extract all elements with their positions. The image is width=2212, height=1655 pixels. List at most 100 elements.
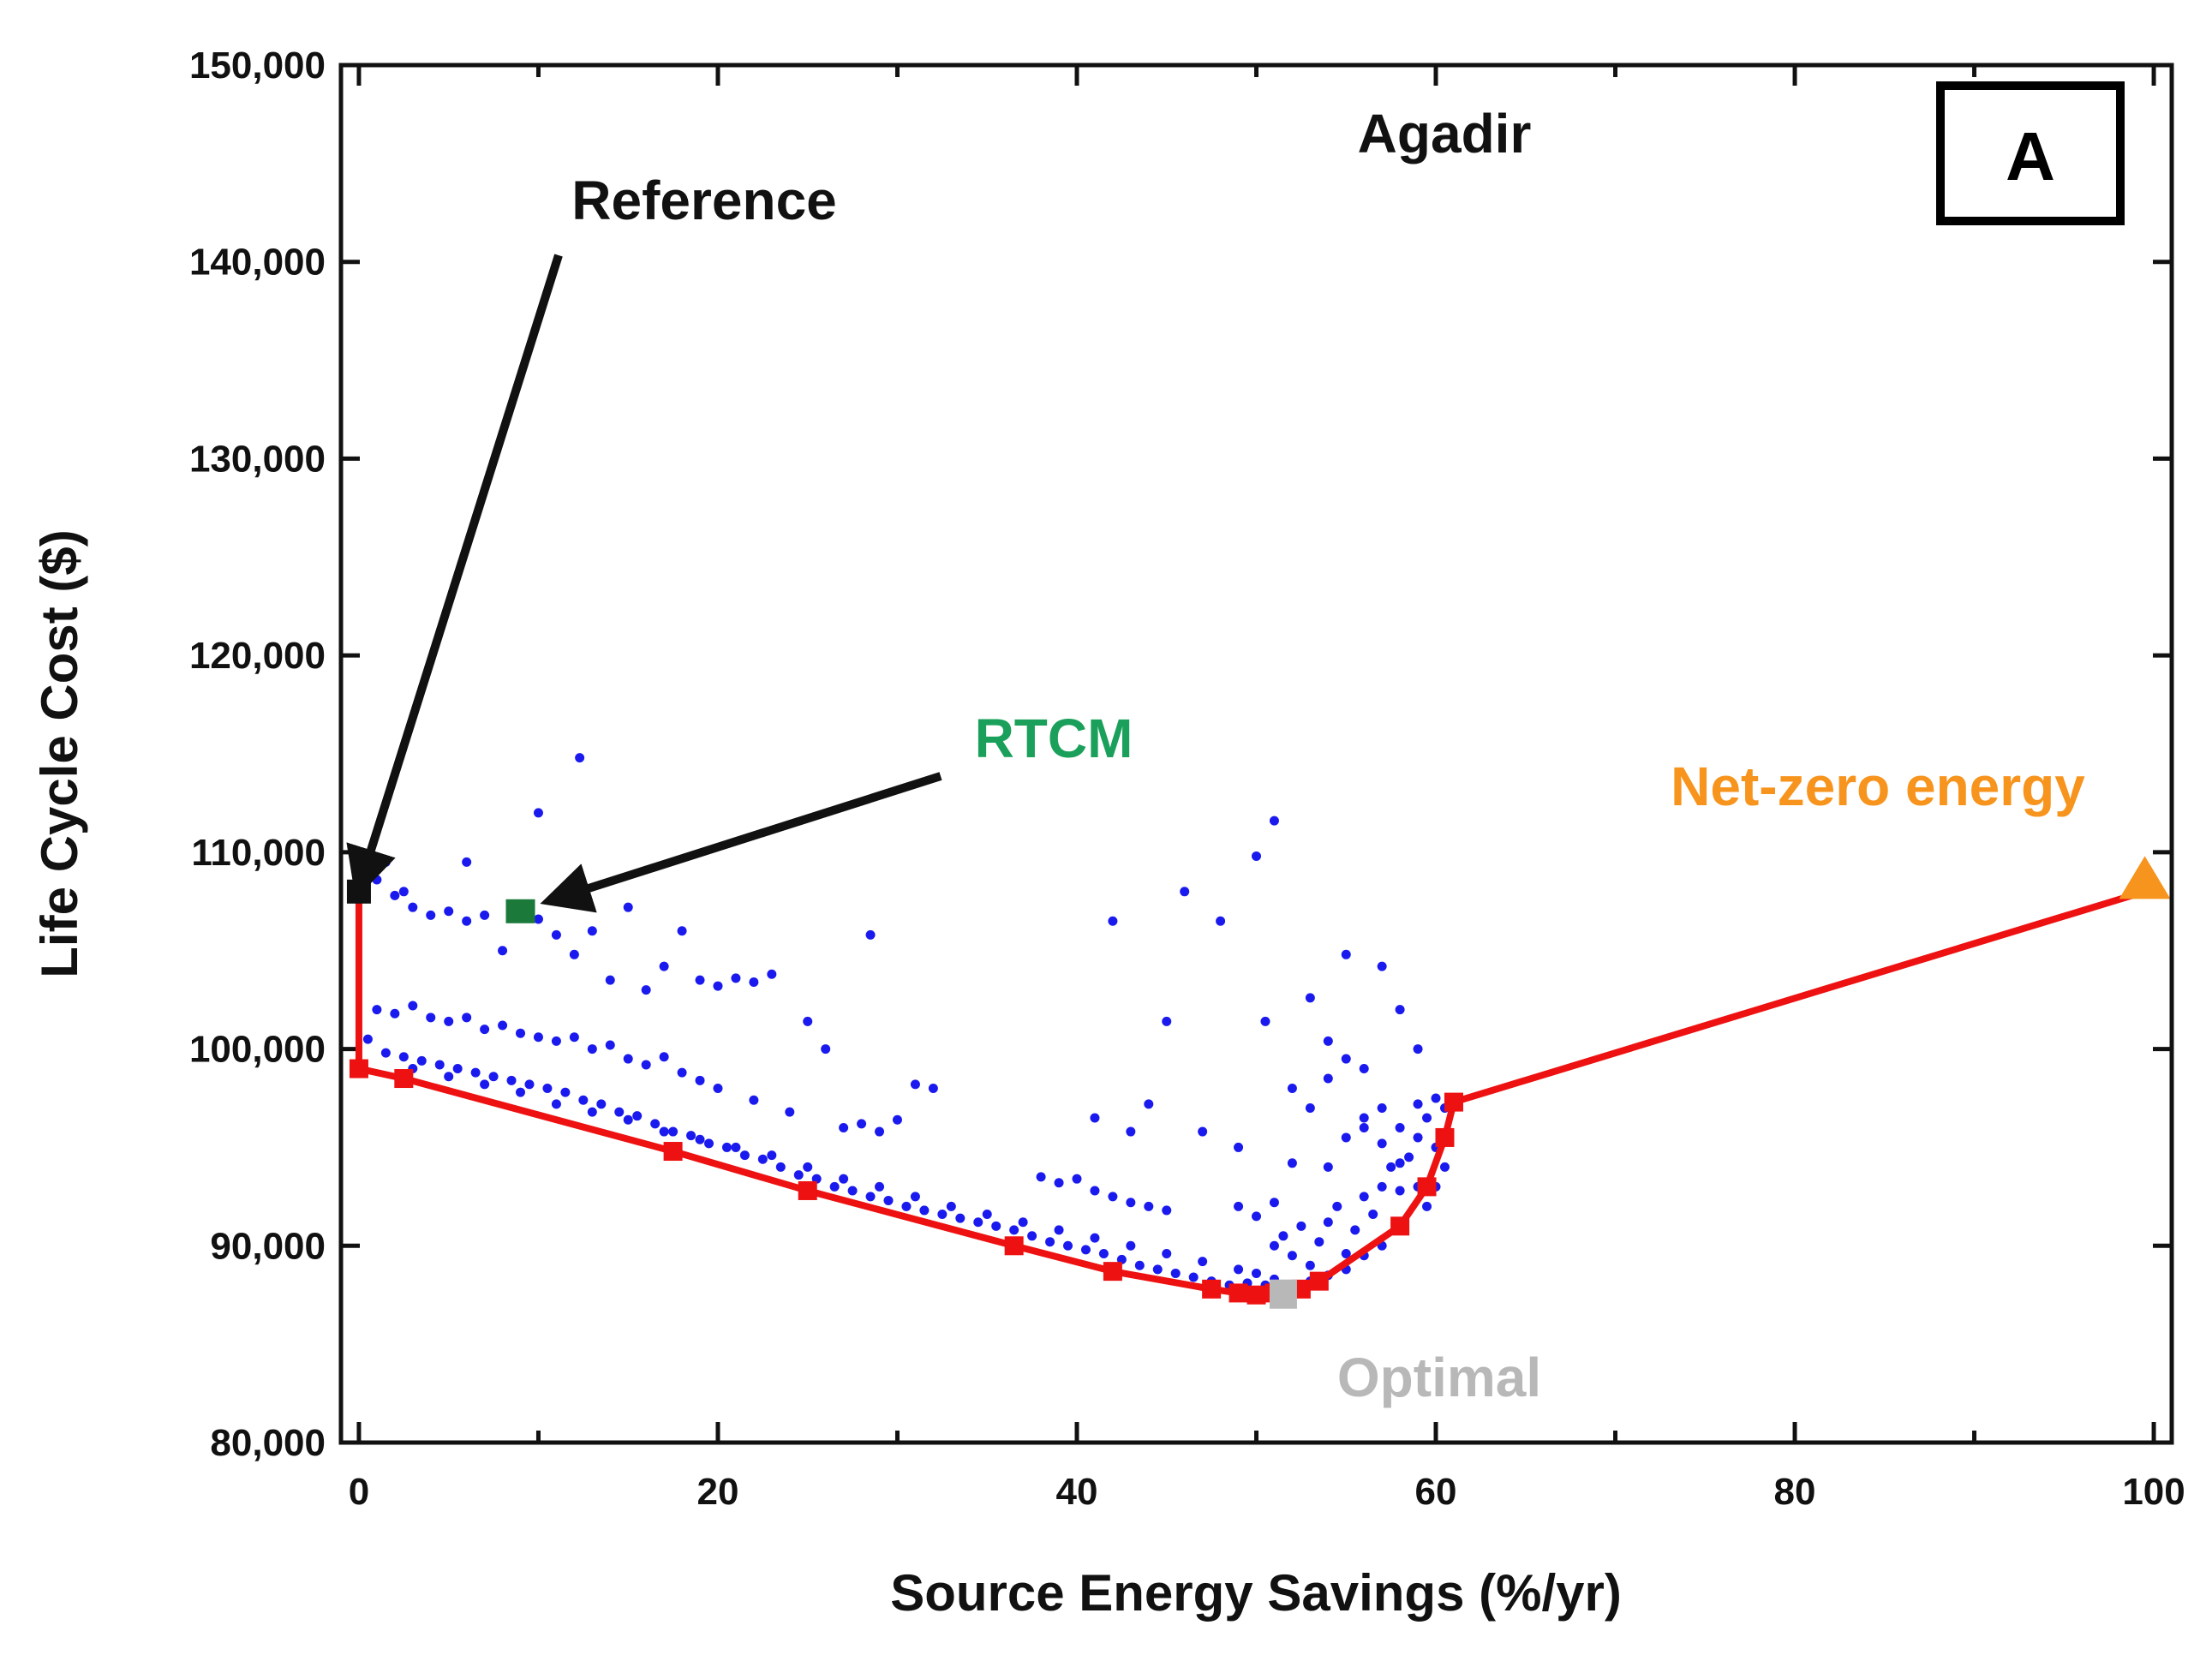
chart-title: Agadir [1358, 103, 1532, 164]
scatter-point [578, 1095, 589, 1105]
scatter-point [426, 1013, 436, 1023]
scatter-point [982, 1210, 992, 1220]
scatter-point [1144, 1201, 1154, 1211]
scatter-point [551, 1099, 561, 1109]
scatter-point [1009, 1225, 1019, 1235]
scatter-point [1350, 1225, 1360, 1235]
scatter-point [883, 1195, 894, 1205]
scatter-point [659, 1126, 669, 1137]
scatter-point [605, 975, 615, 985]
panel-label: A [2006, 118, 2055, 194]
scatter-point [892, 1114, 902, 1125]
scatter-point [713, 981, 723, 991]
scatter-point [480, 910, 490, 920]
x-tick-label: 0 [349, 1471, 369, 1513]
scatter-point [1422, 1113, 1432, 1123]
scatter-point [695, 1075, 705, 1085]
scatter-point [1027, 1231, 1037, 1241]
scatter-point [1269, 1198, 1279, 1208]
scatter-point [695, 975, 705, 985]
scatter-point [1080, 1245, 1091, 1255]
scatter-point [1395, 1005, 1405, 1015]
scatter-point [857, 1119, 867, 1129]
scatter-point [919, 1205, 930, 1216]
x-ticks: 0 20 40 60 80 100 [349, 65, 2185, 1513]
scatter-point [362, 1034, 373, 1044]
scatter-point [793, 1170, 804, 1180]
scatter-point [767, 1150, 777, 1161]
scatter-point [1090, 1233, 1100, 1243]
netzero-marker [2119, 856, 2171, 899]
pareto-front-point [1103, 1262, 1122, 1282]
y-tick-label: 120,000 [189, 635, 326, 677]
scatter-point [677, 926, 687, 936]
y-tick-label: 130,000 [189, 438, 326, 480]
reference-label: Reference [571, 170, 837, 231]
scatter-point [847, 1186, 858, 1196]
scatter-point [1260, 1016, 1270, 1026]
scatter-point [542, 1084, 553, 1094]
scatter-point [695, 1134, 705, 1144]
pareto-front-point [1309, 1271, 1329, 1291]
pareto-front-point [1435, 1127, 1455, 1147]
scatter-point [1431, 1093, 1441, 1103]
scatter-point [1314, 1237, 1324, 1247]
scatter-point [1359, 1192, 1369, 1202]
scatter-point [1386, 1162, 1396, 1172]
scatter-point [1180, 887, 1190, 897]
scatter-point [1072, 1174, 1082, 1184]
scatter-point [524, 1079, 535, 1090]
scatter-point [470, 1067, 481, 1078]
scatter-point [1359, 1064, 1369, 1074]
scatter-point [587, 1044, 597, 1055]
scatter-point [426, 910, 436, 920]
scatter-point [444, 1016, 454, 1026]
scatter-point [677, 1067, 687, 1078]
scatter-point [632, 1111, 643, 1121]
y-tick-label: 100,000 [189, 1029, 326, 1071]
scatter-point [587, 1107, 597, 1117]
x-tick-label: 40 [1056, 1471, 1098, 1513]
scatter-point [946, 1201, 956, 1211]
pareto-front-point [349, 1059, 368, 1078]
scatter-point [1377, 1181, 1387, 1192]
rtcm-label: RTCM [975, 708, 1133, 769]
scatter-point [1332, 1201, 1342, 1211]
pareto-front-point [1202, 1279, 1222, 1299]
scatter-point [1341, 1054, 1351, 1064]
scatter-point [937, 1210, 948, 1220]
scatter-point [1422, 1201, 1432, 1211]
scatter-point [1377, 961, 1387, 971]
scatter-point [731, 1142, 741, 1152]
scatter-point [1287, 1084, 1297, 1094]
scatter-point [1054, 1178, 1064, 1188]
scatter-point [1162, 1248, 1172, 1258]
scatter-point [1252, 1211, 1261, 1222]
plot-frame [338, 63, 2174, 1445]
scatter-point [821, 1044, 831, 1055]
pareto-front-point [1444, 1092, 1463, 1112]
scatter-point [1296, 1221, 1306, 1231]
scatter-point [516, 1028, 526, 1038]
scatter-point [560, 1087, 571, 1097]
scatter-point [713, 1084, 723, 1094]
scatter-point [1305, 993, 1315, 1003]
scatter-point [1234, 1264, 1244, 1275]
scatter-point [390, 890, 400, 900]
scatter-point [749, 1095, 759, 1105]
scatter-point [686, 1131, 696, 1141]
scatter-point [605, 1040, 615, 1050]
scatter-point [462, 1013, 472, 1023]
scatter-point [757, 1154, 768, 1164]
scatter-point [650, 1119, 661, 1129]
scatter-point [614, 1107, 625, 1117]
scatter-point [839, 1174, 849, 1184]
scatter-point [1323, 1073, 1333, 1084]
scatter-point [1126, 1198, 1136, 1208]
y-tick-label: 90,000 [210, 1225, 326, 1267]
scatter-point [533, 1032, 543, 1043]
scatter-point [1377, 1138, 1387, 1149]
scatter-point [1090, 1186, 1100, 1196]
